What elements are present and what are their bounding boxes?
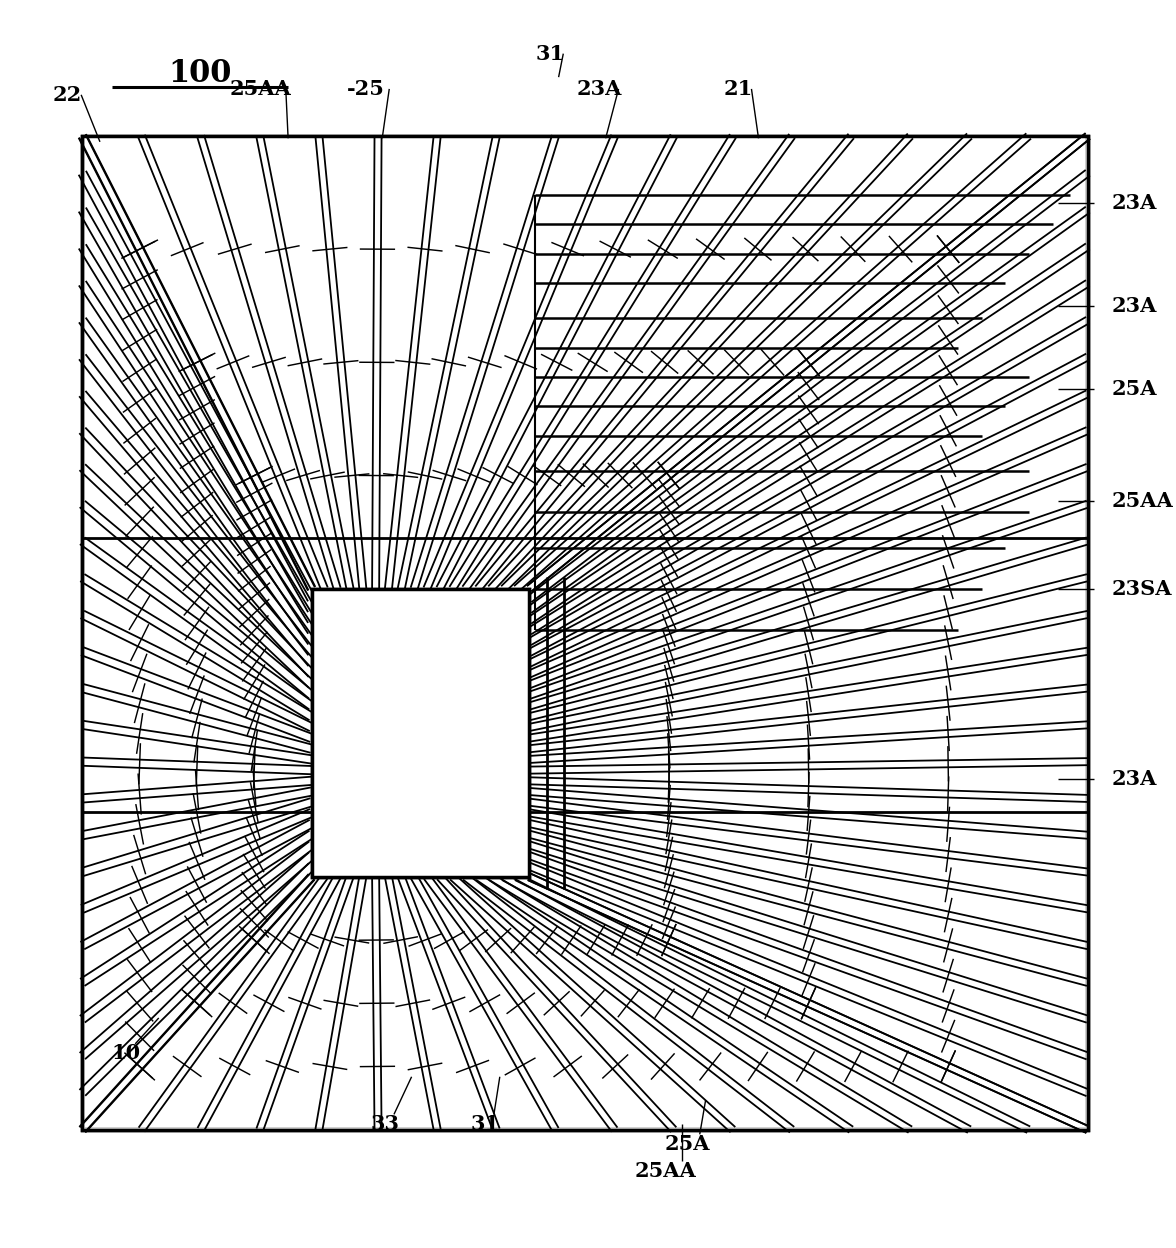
Bar xyxy=(85,139,1085,1127)
Text: 23SA: 23SA xyxy=(1111,579,1171,599)
Text: 31: 31 xyxy=(470,1113,500,1133)
Text: 21: 21 xyxy=(723,79,753,99)
Text: 25AA: 25AA xyxy=(229,79,292,99)
Text: 10: 10 xyxy=(112,1043,141,1063)
Text: 33: 33 xyxy=(370,1113,400,1133)
Text: 31: 31 xyxy=(535,44,564,64)
Bar xyxy=(82,136,1088,1129)
Text: 23A: 23A xyxy=(1111,769,1157,789)
Text: 100: 100 xyxy=(168,59,232,89)
Bar xyxy=(82,136,1088,1129)
Text: 25A: 25A xyxy=(1111,379,1157,399)
Text: 22: 22 xyxy=(53,85,82,105)
Text: 25A: 25A xyxy=(664,1133,710,1154)
Bar xyxy=(312,589,529,877)
Text: -25: -25 xyxy=(347,79,385,99)
Bar xyxy=(312,589,529,877)
Text: 23A: 23A xyxy=(576,79,622,99)
Text: 23A: 23A xyxy=(1111,193,1157,213)
Bar xyxy=(82,136,1088,1129)
Text: 23A: 23A xyxy=(1111,297,1157,317)
Text: 25AA: 25AA xyxy=(635,1161,697,1181)
Text: 25AA: 25AA xyxy=(1111,490,1174,510)
